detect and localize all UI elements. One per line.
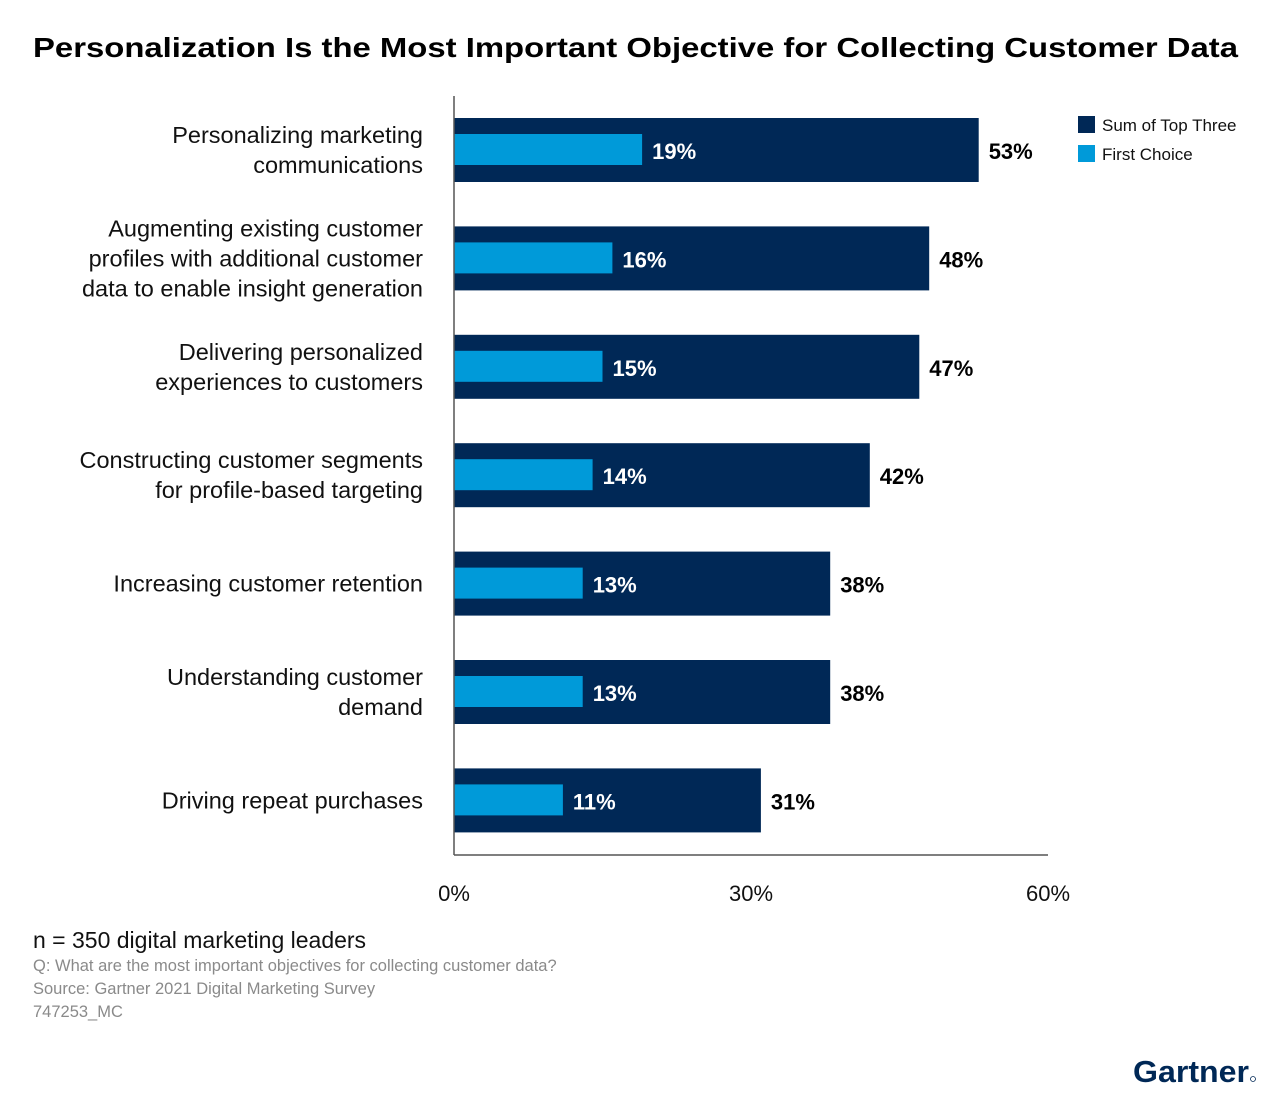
data-label-first-choice: 16% <box>622 247 666 272</box>
x-tick-label: 0% <box>438 881 470 906</box>
bar-first-choice <box>454 676 583 707</box>
bar-first-choice <box>454 459 593 491</box>
figure-code: 747253_MC <box>33 1003 123 1021</box>
data-label-first-choice: 15% <box>613 356 657 381</box>
bar-first-choice <box>454 134 643 165</box>
registered-mark-icon <box>1250 1076 1256 1082</box>
data-label-first-choice: 19% <box>652 139 696 164</box>
bar-first-choice <box>454 242 613 274</box>
data-label-sum-top-three: 42% <box>880 464 924 489</box>
category-label: Augmenting existing customer profiles wit… <box>82 215 423 301</box>
category-label: Driving repeat purchases <box>162 787 423 813</box>
x-tick-label: 60% <box>1026 881 1070 906</box>
sample-size-note: n = 350 digital marketing leaders <box>33 927 366 953</box>
data-label-sum-top-three: 48% <box>939 247 983 272</box>
category-label: Increasing customer retention <box>113 571 423 597</box>
source-note: Source: Gartner 2021 Digital Marketing S… <box>33 980 376 998</box>
data-label-first-choice: 11% <box>573 789 616 814</box>
legend-swatch-sum-top-three <box>1078 116 1095 133</box>
category-label: Understanding customer demand <box>167 664 423 720</box>
legend-label-first-choice: First Choice <box>1102 145 1193 164</box>
chart-title: Personalization Is the Most Important Ob… <box>33 32 1238 63</box>
category-label: Constructing customer segments for profil… <box>79 447 423 503</box>
legend-label-sum-top-three: Sum of Top Three <box>1102 116 1237 135</box>
legend: Sum of Top Three First Choice <box>1078 116 1237 164</box>
legend-swatch-first-choice <box>1078 145 1095 162</box>
data-label-sum-top-three: 47% <box>929 356 973 381</box>
category-label: Personalizing marketing communications <box>172 122 423 178</box>
data-label-sum-top-three: 38% <box>840 681 884 706</box>
bar-first-choice <box>454 567 583 599</box>
x-tick-label: 30% <box>729 881 773 906</box>
gartner-logo: Gartner <box>1133 1054 1249 1089</box>
data-label-first-choice: 13% <box>593 681 637 706</box>
data-label-first-choice: 14% <box>603 464 647 489</box>
data-label-sum-top-three: 31% <box>771 789 815 814</box>
data-label-sum-top-three: 53% <box>989 139 1033 164</box>
data-label-sum-top-three: 38% <box>840 573 884 598</box>
data-label-first-choice: 13% <box>593 573 637 598</box>
category-label: Delivering personalized experiences to cu… <box>155 339 423 395</box>
bar-first-choice <box>454 350 603 382</box>
bar-first-choice <box>454 784 563 816</box>
question-note: Q: What are the most important objective… <box>33 957 557 975</box>
